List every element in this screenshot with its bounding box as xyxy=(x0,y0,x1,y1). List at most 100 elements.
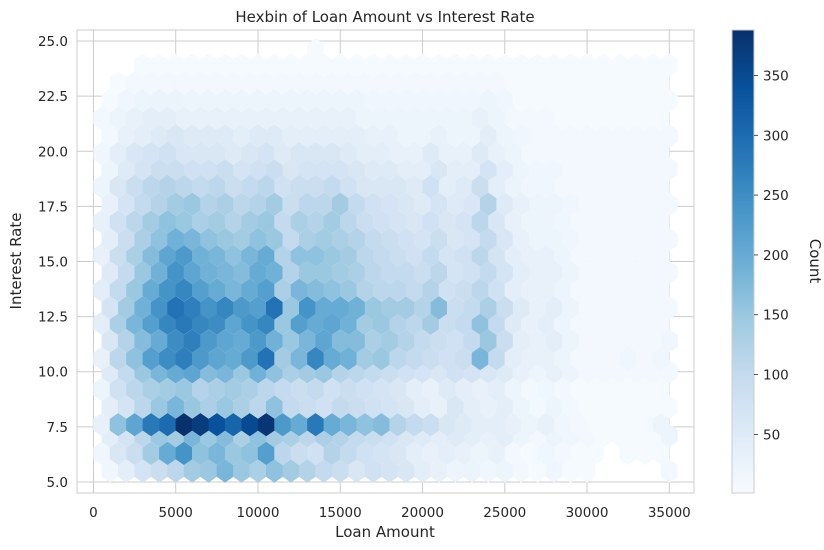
hex-cell xyxy=(249,329,267,353)
hex-cell xyxy=(134,157,152,181)
hex-cell xyxy=(159,243,176,267)
hex-cell xyxy=(364,459,382,483)
hex-cell xyxy=(266,88,283,113)
hex-cell xyxy=(537,141,555,166)
hex-cell xyxy=(496,192,514,216)
hex-cell xyxy=(307,210,324,234)
hex-cell xyxy=(373,71,390,95)
hex-cell xyxy=(652,71,670,95)
hex-cell xyxy=(183,157,201,181)
hex-cell xyxy=(463,157,481,181)
hex-cell xyxy=(299,192,316,216)
hex-cell xyxy=(150,124,168,148)
hex-cell xyxy=(257,243,275,267)
hex-cell xyxy=(109,243,127,267)
hex-cell xyxy=(414,260,431,285)
hex-cell xyxy=(422,413,440,437)
hex-cell xyxy=(603,71,621,95)
hex-cell xyxy=(471,346,489,371)
hex-cell xyxy=(208,71,226,95)
hex-cell xyxy=(389,377,407,402)
hex-cell xyxy=(619,174,637,199)
hex-cell xyxy=(644,329,662,353)
hex-cell xyxy=(373,174,390,199)
hex-cell xyxy=(290,243,308,267)
hex-cell xyxy=(512,88,530,113)
hex-cell xyxy=(578,157,596,181)
hex-cell xyxy=(660,192,678,216)
hex-cell xyxy=(142,346,160,371)
hex-cell xyxy=(192,141,209,166)
hex-cell xyxy=(224,106,242,130)
hex-cell xyxy=(611,88,629,113)
hex-cell xyxy=(488,441,505,465)
hex-cell xyxy=(348,260,366,285)
hex-cell xyxy=(611,124,629,148)
hex-cell xyxy=(504,210,522,234)
hex-cell xyxy=(175,210,193,234)
hex-cell xyxy=(595,296,612,320)
hex-cell xyxy=(331,395,349,419)
hex-cell xyxy=(208,413,226,437)
hex-cell xyxy=(364,192,382,216)
hex-cell xyxy=(488,243,505,267)
hex-cell xyxy=(586,311,604,335)
hex-cell xyxy=(488,278,505,302)
hex-cell xyxy=(471,243,489,267)
hex-cell xyxy=(93,278,111,302)
hex-cell xyxy=(167,53,185,77)
hex-cell xyxy=(611,53,629,77)
hex-cell xyxy=(586,346,604,371)
hex-cell xyxy=(405,413,423,437)
hex-cell xyxy=(307,311,324,335)
hex-cell xyxy=(192,106,209,130)
y-tick-label: 7.5 xyxy=(47,420,68,436)
hex-cell xyxy=(660,296,678,320)
hex-cell xyxy=(471,377,489,402)
hex-cell xyxy=(471,441,489,465)
hex-cell xyxy=(159,106,176,130)
hex-cell xyxy=(479,296,497,320)
hex-cell xyxy=(422,278,440,302)
hex-cell xyxy=(249,395,267,419)
hex-cell xyxy=(208,278,226,302)
hex-cell xyxy=(562,395,579,419)
hex-cell xyxy=(331,227,349,252)
hex-cell xyxy=(373,346,390,371)
hex-cell xyxy=(208,377,226,402)
hex-cell xyxy=(290,71,308,95)
hex-cell xyxy=(101,329,119,353)
hex-cell xyxy=(282,260,300,285)
hex-cell xyxy=(126,311,143,335)
hex-cell xyxy=(233,459,250,483)
hex-cell xyxy=(430,260,448,285)
hex-cell xyxy=(660,124,678,148)
hex-cell xyxy=(455,413,472,437)
hex-cell xyxy=(405,278,423,302)
hex-cell xyxy=(200,88,217,113)
hex-cell xyxy=(266,124,283,148)
hex-cell xyxy=(447,88,464,113)
hex-cell xyxy=(529,296,547,320)
hex-cell xyxy=(381,192,398,216)
hex-cell xyxy=(167,88,185,113)
hex-cell xyxy=(438,441,456,465)
hex-cell xyxy=(512,53,530,77)
hex-cell xyxy=(381,227,398,252)
hex-cell xyxy=(471,106,489,130)
hex-cell xyxy=(619,346,637,371)
hex-cell xyxy=(586,243,604,267)
hex-cell xyxy=(422,210,440,234)
hex-cell xyxy=(570,210,588,234)
hex-cell xyxy=(192,441,209,465)
hex-cell xyxy=(619,243,637,267)
hex-cell xyxy=(109,278,127,302)
hex-cell xyxy=(364,227,382,252)
hex-cell xyxy=(241,311,259,335)
hex-cell xyxy=(603,210,621,234)
hex-cell xyxy=(101,192,119,216)
hex-cell xyxy=(241,141,259,166)
hex-cell xyxy=(619,141,637,166)
hex-cell xyxy=(471,278,489,302)
hex-cell xyxy=(405,311,423,335)
